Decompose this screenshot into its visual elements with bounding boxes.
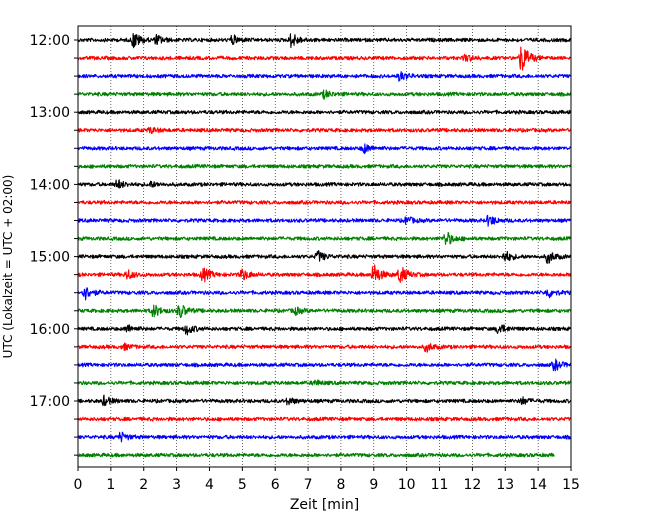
x-axis-ticks: 0 1 2 3 4 5 6 7 8 9 10 11 12 13 14 15 [74,467,580,493]
x-tick-label: 1 [106,477,115,493]
trace-1615 [77,342,572,353]
trace-1445 [77,231,572,245]
y-tick-label: 13:00 [30,105,70,121]
x-tick-label: 14 [529,477,547,493]
trace-1645 [77,379,572,386]
trace-1730 [77,431,572,443]
trace-1600 [77,324,572,336]
x-tick-label: 3 [172,477,181,493]
y-tick-label: 14:00 [30,177,70,193]
x-tick-label: 6 [271,477,280,493]
trace-1500 [77,250,572,264]
x-tick-label: 4 [205,477,214,493]
x-tick-label: 7 [304,477,313,493]
y-axis-label: UTC (Lokalzeit = UTC + 02:00) [1,175,15,359]
x-tick-label: 5 [238,477,247,493]
trace-1315 [77,126,572,135]
trace-1200 [77,32,572,49]
x-tick-label: 11 [431,477,449,493]
trace-1400 [77,179,572,189]
x-axis-label: Zeit [min] [290,497,359,513]
trace-1330 [77,143,572,155]
trace-1530 [77,287,572,301]
x-tick-label: 0 [74,477,83,493]
trace-1715 [77,416,572,422]
trace-1245 [77,89,572,100]
y-tick-label: 16:00 [30,322,70,338]
trace-1230 [77,71,572,82]
trace-1430 [77,214,572,227]
trace-1345 [77,163,572,169]
plot-frame [77,25,572,468]
x-tick-label: 9 [369,477,378,493]
x-tick-label: 15 [562,477,580,493]
trace-1545 [77,304,572,319]
x-tick-label: 12 [463,477,481,493]
x-tick-label: 8 [336,477,345,493]
x-tick-label: 13 [496,477,514,493]
y-axis-ticks: 12:00 13:00 14:00 15:00 16:00 17:00 [30,33,78,456]
trace-1515 [77,264,572,284]
y-tick-label: 12:00 [30,33,70,49]
trace-1700 [77,394,572,407]
x-tick-label: 2 [139,477,148,493]
trace-1300 [77,109,572,115]
trace-1630 [77,358,572,372]
trace-1745 [77,452,555,458]
x-tick-label: 10 [398,477,416,493]
y-tick-label: 15:00 [30,250,70,266]
trace-1215 [77,46,572,71]
y-tick-label: 17:00 [30,394,70,410]
seismogram-traces [77,32,572,458]
trace-1415 [77,199,572,205]
